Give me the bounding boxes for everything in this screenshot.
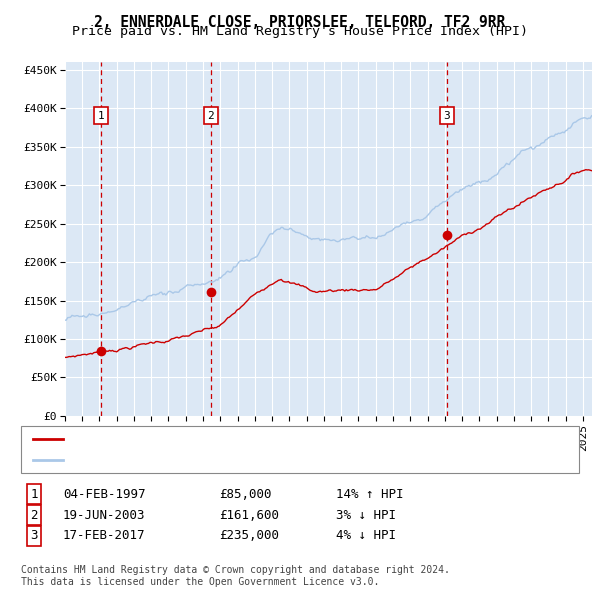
Text: 4% ↓ HPI: 4% ↓ HPI [336,529,396,542]
Text: Price paid vs. HM Land Registry's House Price Index (HPI): Price paid vs. HM Land Registry's House … [72,25,528,38]
Text: 17-FEB-2017: 17-FEB-2017 [63,529,146,542]
Text: 3% ↓ HPI: 3% ↓ HPI [336,509,396,522]
Text: 04-FEB-1997: 04-FEB-1997 [63,488,146,501]
Text: 19-JUN-2003: 19-JUN-2003 [63,509,146,522]
Text: Contains HM Land Registry data © Crown copyright and database right 2024.
This d: Contains HM Land Registry data © Crown c… [21,565,450,587]
Text: 2, ENNERDALE CLOSE, PRIORSLEE, TELFORD, TF2 9RR: 2, ENNERDALE CLOSE, PRIORSLEE, TELFORD, … [94,15,506,30]
Text: 3: 3 [443,111,451,121]
Text: £161,600: £161,600 [219,509,279,522]
Text: 14% ↑ HPI: 14% ↑ HPI [336,488,404,501]
Text: HPI: Average price, detached house, Telford and Wrekin: HPI: Average price, detached house, Telf… [66,455,431,465]
Text: £235,000: £235,000 [219,529,279,542]
Text: 1: 1 [31,488,38,501]
Text: £85,000: £85,000 [219,488,271,501]
Text: 2: 2 [31,509,38,522]
Text: 2: 2 [208,111,214,121]
Text: 1: 1 [97,111,104,121]
Text: 2, ENNERDALE CLOSE, PRIORSLEE, TELFORD, TF2 9RR (detached house): 2, ENNERDALE CLOSE, PRIORSLEE, TELFORD, … [66,434,498,444]
Text: 3: 3 [31,529,38,542]
